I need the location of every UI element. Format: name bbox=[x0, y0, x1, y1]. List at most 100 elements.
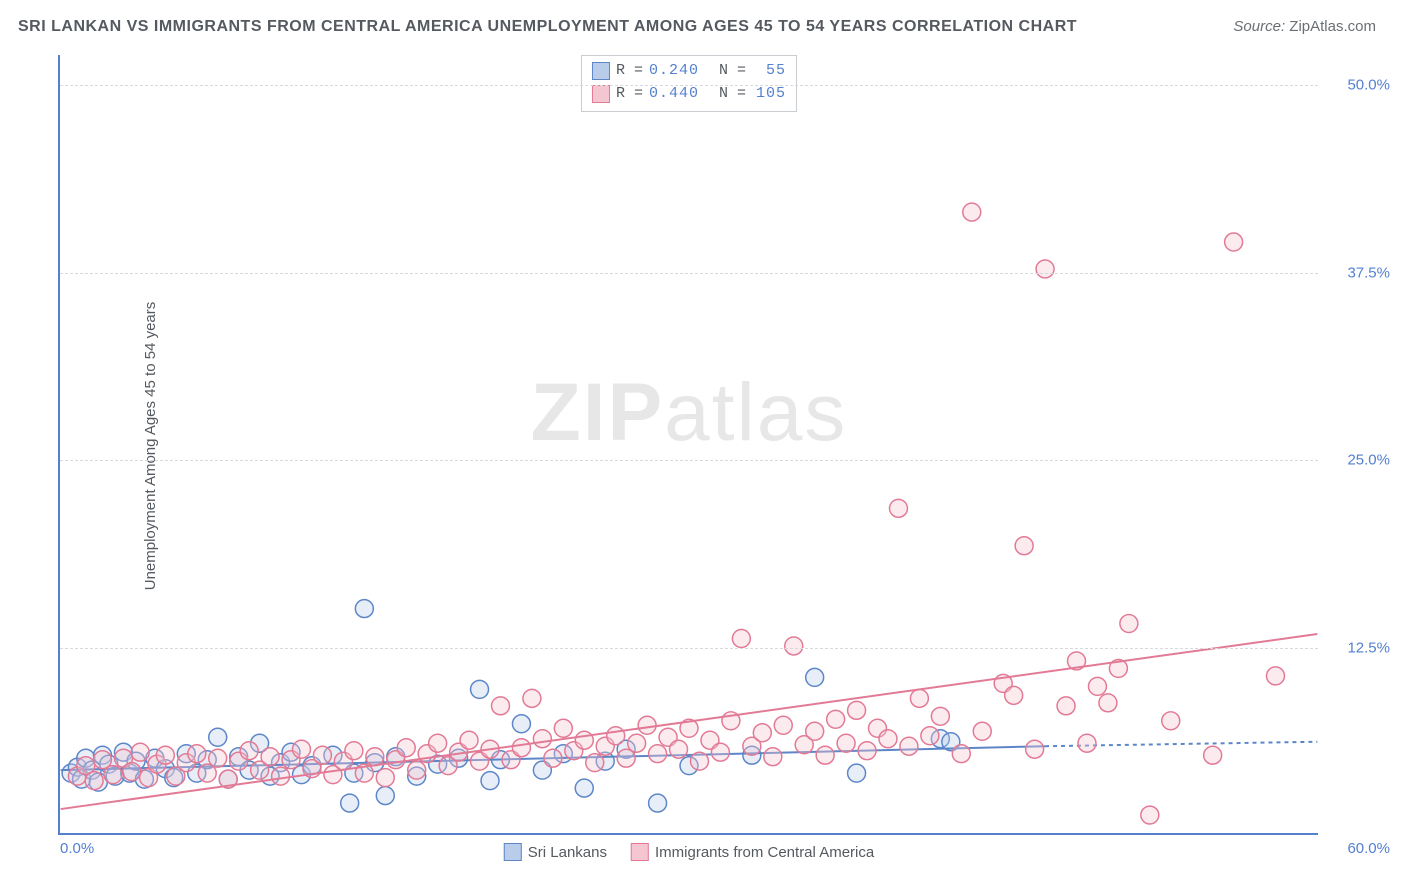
legend-label-sri_lankans: Sri Lankans bbox=[528, 844, 607, 861]
scatter-point-immigrants_ca bbox=[670, 740, 688, 758]
scatter-point-immigrants_ca bbox=[1162, 712, 1180, 730]
scatter-point-immigrants_ca bbox=[858, 742, 876, 760]
legend-swatch-immigrants_ca bbox=[631, 843, 649, 861]
scatter-point-immigrants_ca bbox=[397, 739, 415, 757]
scatter-point-immigrants_ca bbox=[261, 748, 279, 766]
scatter-point-immigrants_ca bbox=[123, 763, 141, 781]
scatter-point-immigrants_ca bbox=[1005, 686, 1023, 704]
scatter-point-immigrants_ca bbox=[732, 630, 750, 648]
scatter-point-immigrants_ca bbox=[313, 746, 331, 764]
scatter-point-immigrants_ca bbox=[104, 766, 122, 784]
scatter-point-sri_lankans bbox=[341, 794, 359, 812]
scatter-point-immigrants_ca bbox=[1057, 697, 1075, 715]
y-tick-label: 50.0% bbox=[1326, 77, 1390, 94]
scatter-point-immigrants_ca bbox=[1225, 233, 1243, 251]
scatter-point-immigrants_ca bbox=[523, 689, 541, 707]
scatter-point-sri_lankans bbox=[806, 668, 824, 686]
scatter-point-immigrants_ca bbox=[952, 745, 970, 763]
scatter-point-immigrants_ca bbox=[931, 707, 949, 725]
scatter-point-immigrants_ca bbox=[188, 745, 206, 763]
scatter-point-immigrants_ca bbox=[1267, 667, 1285, 685]
scatter-point-immigrants_ca bbox=[638, 716, 656, 734]
gridline-h bbox=[60, 85, 1318, 86]
scatter-point-immigrants_ca bbox=[586, 754, 604, 772]
scatter-point-immigrants_ca bbox=[408, 761, 426, 779]
scatter-point-immigrants_ca bbox=[1015, 537, 1033, 555]
scatter-point-sri_lankans bbox=[481, 772, 499, 790]
trendline-immigrants_ca bbox=[61, 634, 1318, 809]
scatter-point-immigrants_ca bbox=[1026, 740, 1044, 758]
legend-item-immigrants_ca: Immigrants from Central America bbox=[631, 843, 874, 861]
scatter-point-immigrants_ca bbox=[921, 727, 939, 745]
scatter-point-immigrants_ca bbox=[753, 724, 771, 742]
scatter-point-immigrants_ca bbox=[156, 746, 174, 764]
scatter-point-immigrants_ca bbox=[816, 746, 834, 764]
y-tick-label: 12.5% bbox=[1326, 639, 1390, 656]
y-tick-label: 37.5% bbox=[1326, 264, 1390, 281]
scatter-point-immigrants_ca bbox=[1120, 615, 1138, 633]
scatter-point-immigrants_ca bbox=[711, 743, 729, 761]
scatter-point-immigrants_ca bbox=[848, 701, 866, 719]
legend-label-immigrants_ca: Immigrants from Central America bbox=[655, 844, 874, 861]
scatter-point-immigrants_ca bbox=[293, 740, 311, 758]
source-value: ZipAtlas.com bbox=[1289, 18, 1376, 35]
scatter-point-immigrants_ca bbox=[827, 710, 845, 728]
scatter-point-immigrants_ca bbox=[774, 716, 792, 734]
scatter-point-immigrants_ca bbox=[628, 734, 646, 752]
scatter-point-immigrants_ca bbox=[764, 748, 782, 766]
source-attribution: Source: ZipAtlas.com bbox=[1233, 18, 1376, 35]
scatter-point-immigrants_ca bbox=[366, 748, 384, 766]
scatter-point-immigrants_ca bbox=[889, 499, 907, 517]
legend-item-sri_lankans: Sri Lankans bbox=[504, 843, 607, 861]
scatter-point-immigrants_ca bbox=[607, 727, 625, 745]
scatter-point-immigrants_ca bbox=[1078, 734, 1096, 752]
legend-swatch-sri_lankans bbox=[504, 843, 522, 861]
scatter-point-immigrants_ca bbox=[544, 749, 562, 767]
gridline-h bbox=[60, 273, 1318, 274]
scatter-point-immigrants_ca bbox=[209, 749, 227, 767]
scatter-point-immigrants_ca bbox=[649, 745, 667, 763]
scatter-point-immigrants_ca bbox=[1099, 694, 1117, 712]
scatter-point-immigrants_ca bbox=[806, 722, 824, 740]
y-tick-label: 25.0% bbox=[1326, 452, 1390, 469]
gridline-h bbox=[60, 460, 1318, 461]
series-legend: Sri Lankans Immigrants from Central Ameri… bbox=[504, 843, 874, 861]
scatter-point-sri_lankans bbox=[471, 680, 489, 698]
scatter-point-immigrants_ca bbox=[837, 734, 855, 752]
scatter-point-immigrants_ca bbox=[376, 769, 394, 787]
scatter-point-immigrants_ca bbox=[910, 689, 928, 707]
source-label: Source: bbox=[1233, 18, 1285, 35]
scatter-point-sri_lankans bbox=[209, 728, 227, 746]
scatter-point-sri_lankans bbox=[376, 787, 394, 805]
scatter-point-immigrants_ca bbox=[460, 731, 478, 749]
chart-title: SRI LANKAN VS IMMIGRANTS FROM CENTRAL AM… bbox=[18, 18, 1077, 36]
scatter-point-immigrants_ca bbox=[345, 742, 363, 760]
scatter-point-immigrants_ca bbox=[575, 731, 593, 749]
gridline-h bbox=[60, 648, 1318, 649]
scatter-point-sri_lankans bbox=[575, 779, 593, 797]
scatter-point-sri_lankans bbox=[512, 715, 530, 733]
scatter-point-immigrants_ca bbox=[429, 734, 447, 752]
scatter-point-sri_lankans bbox=[848, 764, 866, 782]
scatter-point-immigrants_ca bbox=[272, 767, 290, 785]
scatter-point-immigrants_ca bbox=[1088, 677, 1106, 695]
scatter-point-immigrants_ca bbox=[1141, 806, 1159, 824]
scatter-point-immigrants_ca bbox=[492, 697, 510, 715]
x-tick-max: 60.0% bbox=[1347, 840, 1390, 857]
scatter-point-immigrants_ca bbox=[131, 743, 149, 761]
scatter-point-immigrants_ca bbox=[533, 730, 551, 748]
scatter-point-immigrants_ca bbox=[690, 752, 708, 770]
scatter-point-immigrants_ca bbox=[973, 722, 991, 740]
scatter-point-sri_lankans bbox=[355, 600, 373, 618]
scatter-point-immigrants_ca bbox=[554, 719, 572, 737]
scatter-point-immigrants_ca bbox=[1036, 260, 1054, 278]
scatter-point-sri_lankans bbox=[649, 794, 667, 812]
scatter-point-immigrants_ca bbox=[512, 739, 530, 757]
scatter-plot-area: ZIPatlas R =0.240N =55R =0.440N =105 0.0… bbox=[58, 55, 1318, 835]
scatter-point-immigrants_ca bbox=[85, 772, 103, 790]
scatter-point-immigrants_ca bbox=[963, 203, 981, 221]
scatter-point-immigrants_ca bbox=[785, 637, 803, 655]
scatter-point-immigrants_ca bbox=[240, 742, 258, 760]
plot-svg-overlay bbox=[60, 55, 1318, 833]
scatter-point-immigrants_ca bbox=[879, 730, 897, 748]
